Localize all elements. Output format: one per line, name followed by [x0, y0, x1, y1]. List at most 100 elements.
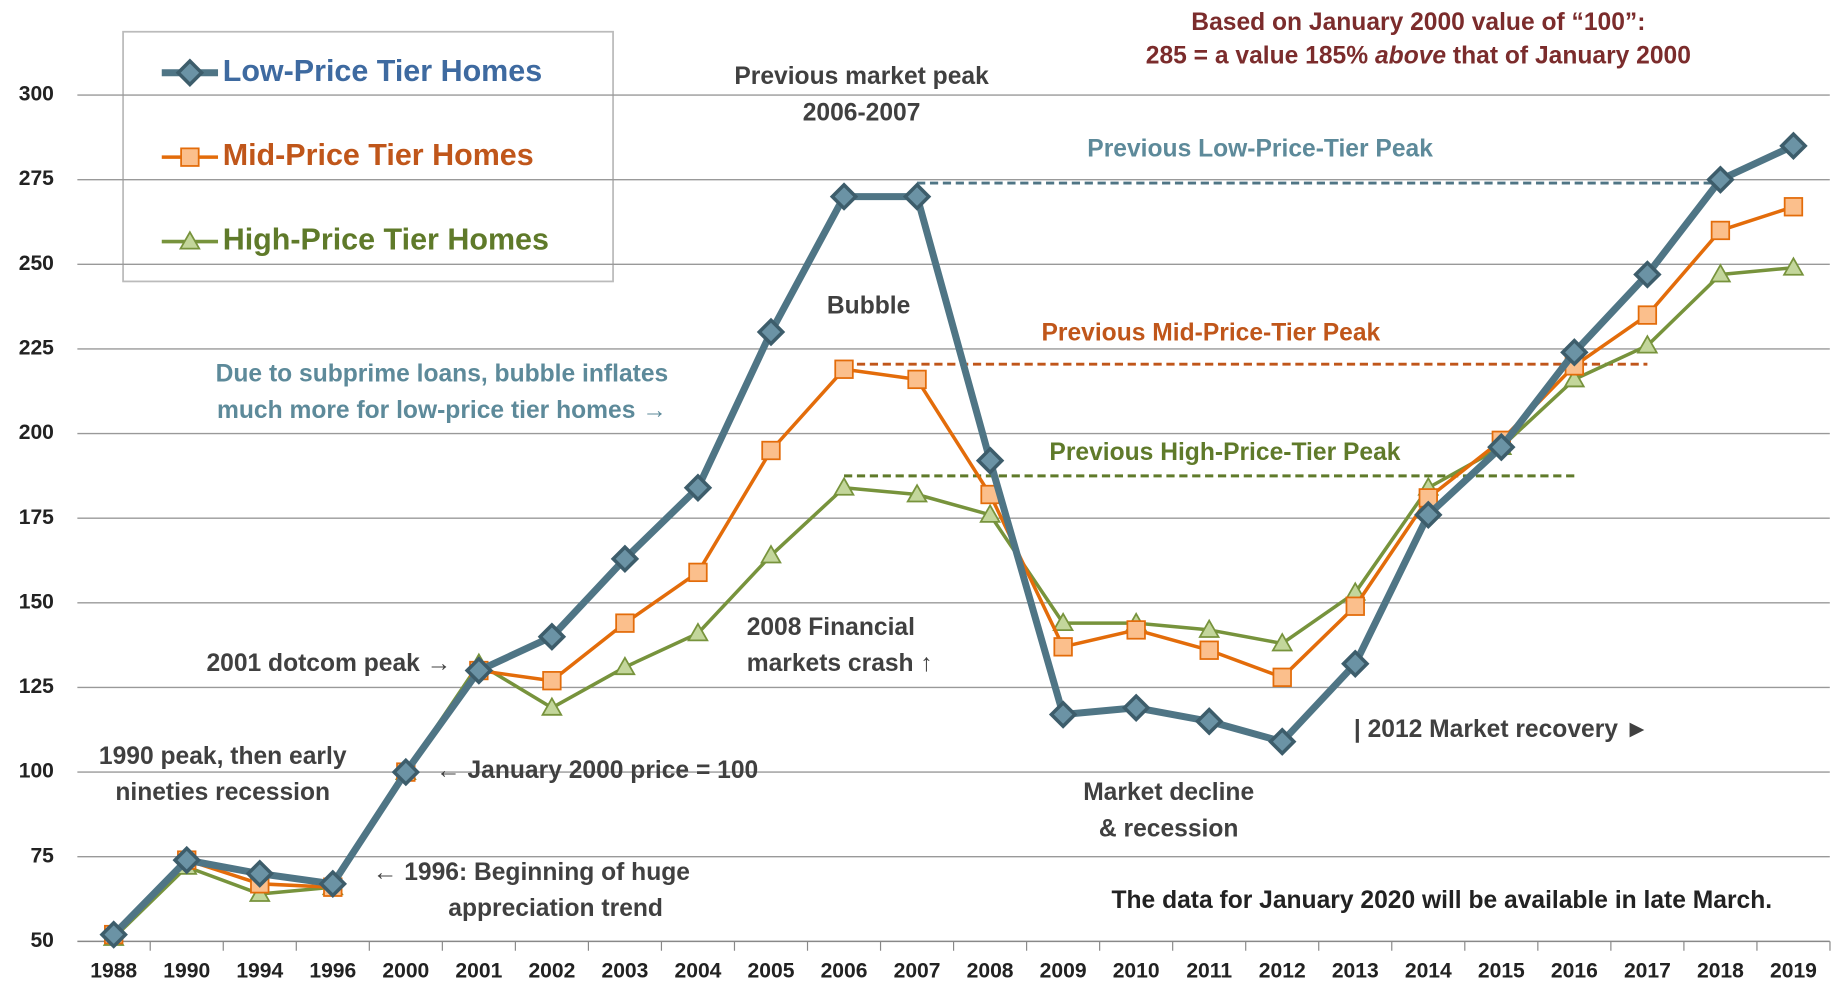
marker	[1126, 620, 1146, 640]
annotation: appreciation trend	[448, 895, 663, 922]
marker	[761, 440, 781, 461]
x-tick-label: 2017	[1624, 959, 1671, 982]
x-tick-label: 2004	[675, 959, 722, 982]
marker	[1121, 693, 1151, 722]
x-tick-label: 2008	[967, 959, 1014, 982]
y-tick-label: 225	[19, 337, 54, 360]
annotation: 2001 dotcom peak →	[206, 650, 451, 677]
x-tick-label: 2012	[1259, 959, 1306, 982]
annotation: markets crash ↑	[747, 650, 933, 677]
marker	[688, 562, 708, 583]
marker	[180, 147, 200, 167]
annotation: 2006-2007	[803, 99, 921, 126]
annotation: & recession	[1099, 816, 1239, 843]
marker	[391, 757, 421, 787]
marker	[833, 476, 855, 496]
marker	[1637, 305, 1658, 325]
series-line	[111, 142, 1795, 938]
annotation: ← 1996: Beginning of huge	[373, 859, 690, 886]
x-tick-label: 1988	[90, 959, 137, 982]
x-tick-label: 1996	[309, 959, 356, 982]
marker	[829, 182, 859, 211]
y-tick-label: 200	[19, 421, 54, 444]
annotation: ← January 2000 price = 100	[436, 757, 758, 784]
annotation: much more for low-price tier homes →	[217, 397, 667, 424]
x-tick-label: 2001	[455, 959, 502, 982]
annotation: 2008 Financial	[747, 614, 915, 641]
annotation: Bubble	[827, 293, 910, 320]
y-tick-label: 275	[19, 167, 54, 190]
x-tick-label: 2005	[748, 959, 795, 982]
marker	[1709, 263, 1732, 283]
marker	[610, 544, 640, 574]
x-tick-label: 2016	[1551, 959, 1598, 982]
marker	[1487, 432, 1516, 462]
x-tick-label: 2000	[382, 959, 429, 982]
note: Based on January 2000 value of “100”: 28…	[1146, 9, 1691, 69]
note-line: Based on January 2000 value of “100”:	[1191, 9, 1645, 36]
x-tick-label: 2006	[821, 959, 868, 982]
marker	[1633, 260, 1662, 289]
marker	[1636, 334, 1659, 354]
marker	[834, 359, 854, 379]
legend-item: Low-Price Tier Homes	[161, 54, 542, 88]
y-tick-label: 250	[19, 252, 54, 275]
legend-label: Mid-Price Tier Homes	[223, 138, 534, 172]
marker	[1710, 220, 1731, 241]
marker	[464, 656, 494, 685]
marker	[541, 696, 563, 716]
marker	[1199, 640, 1219, 660]
x-tick-label: 2015	[1478, 959, 1525, 982]
annotation: Due to subprime loans, bubble inflates	[216, 361, 669, 388]
marker	[683, 473, 713, 502]
marker	[975, 446, 1005, 475]
marker	[1779, 131, 1808, 161]
annotation: | 2012 Market recovery ►	[1354, 716, 1649, 743]
y-tick-label: 75	[30, 844, 54, 867]
marker	[99, 920, 128, 949]
annotation: Market decline	[1083, 779, 1254, 806]
annotation: 1990 peak, then early	[99, 743, 347, 770]
marker	[1053, 637, 1073, 657]
marker	[1345, 596, 1365, 616]
series	[99, 131, 1808, 949]
marker	[979, 503, 1001, 523]
annotation: nineties recession	[115, 779, 330, 806]
marker	[175, 58, 205, 87]
marker	[1198, 618, 1221, 638]
marker	[1341, 649, 1370, 678]
x-tick-label: 2011	[1186, 959, 1232, 982]
y-tick-label: 150	[19, 590, 54, 613]
reference-label: Previous Mid-Price-Tier Peak	[1041, 320, 1380, 347]
note-part: above	[1375, 42, 1446, 69]
y-tick-label: 50	[30, 929, 53, 952]
marker	[1706, 165, 1735, 194]
marker	[1272, 667, 1292, 687]
x-tick-label: 2014	[1405, 959, 1452, 982]
marker	[760, 544, 782, 564]
x-tick-label: 1994	[236, 959, 283, 982]
note-part: that of January 2000	[1446, 42, 1691, 69]
legend-item: High-Price Tier Homes	[161, 223, 549, 257]
marker	[1414, 500, 1443, 530]
marker	[179, 230, 201, 250]
marker	[1782, 256, 1805, 276]
marker	[615, 613, 635, 633]
y-tick-label: 100	[19, 760, 54, 783]
marker	[1194, 707, 1224, 736]
x-tick-label: 2009	[1040, 959, 1087, 982]
x-tick-label: 2003	[601, 959, 648, 982]
note-line: 285 = a value 185% above that of January…	[1146, 42, 1691, 69]
legend-item: Mid-Price Tier Homes	[161, 138, 534, 172]
legend-label: Low-Price Tier Homes	[223, 54, 542, 88]
note-part: 285 = a value 185%	[1146, 42, 1375, 69]
marker	[902, 182, 932, 211]
marker	[1268, 727, 1297, 756]
x-tick-label: 2018	[1697, 959, 1744, 982]
reference-label: Previous Low-Price-Tier Peak	[1087, 136, 1433, 163]
marker	[614, 656, 636, 676]
marker	[318, 869, 348, 899]
marker	[1560, 338, 1589, 367]
marker	[1048, 700, 1078, 729]
